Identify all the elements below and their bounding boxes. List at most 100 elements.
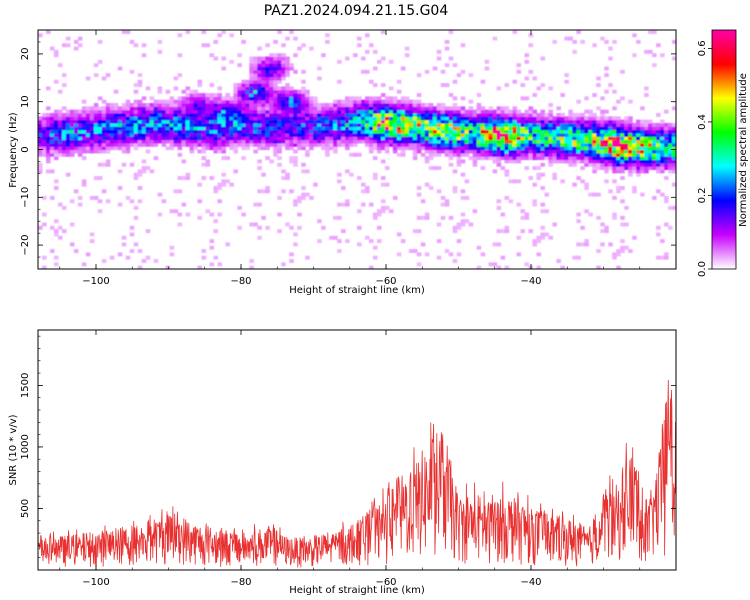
heatmap-cell bbox=[452, 126, 458, 131]
heatmap-cell bbox=[496, 242, 502, 247]
heatmap-cell bbox=[293, 53, 298, 58]
heatmap-cell bbox=[121, 122, 127, 127]
heatmap-cell bbox=[592, 112, 597, 117]
heatmap-cell bbox=[644, 149, 649, 154]
heatmap-cell bbox=[560, 179, 565, 184]
heatmap-cell bbox=[285, 86, 290, 91]
heatmap-cell bbox=[468, 109, 474, 114]
heatmap-cell bbox=[372, 129, 378, 134]
heatmap-cell bbox=[49, 126, 55, 131]
heatmap-cell bbox=[588, 162, 593, 167]
heatmap-cell bbox=[333, 146, 338, 151]
heatmap-cell bbox=[137, 83, 143, 88]
heatmap-cell bbox=[353, 116, 358, 121]
heatmap-cell bbox=[460, 139, 466, 144]
heatmap-cell bbox=[49, 169, 55, 174]
heatmap-cell bbox=[245, 116, 250, 121]
heatmap-cell bbox=[616, 249, 621, 254]
heatmap-cell bbox=[165, 99, 171, 104]
heatmap-cell bbox=[640, 129, 645, 134]
heatmap-cell bbox=[69, 136, 75, 141]
heatmap-cell bbox=[660, 129, 665, 134]
heatmap-cell bbox=[93, 106, 99, 111]
heatmap-cell bbox=[660, 255, 665, 260]
heatmap-cell bbox=[125, 106, 131, 111]
heatmap-cell bbox=[101, 76, 107, 81]
heatmap-cell bbox=[265, 56, 270, 61]
heatmap-cell bbox=[384, 146, 390, 151]
heatmap-cell bbox=[285, 66, 290, 71]
heatmap-cell bbox=[357, 126, 362, 131]
heatmap-cell bbox=[125, 129, 131, 134]
heatmap-cell bbox=[368, 116, 374, 121]
heatmap-cell bbox=[269, 59, 274, 64]
heatmap-cell bbox=[277, 142, 282, 147]
heatmap-cell bbox=[592, 159, 597, 164]
heatmap-cell bbox=[436, 103, 442, 107]
heatmap-cell bbox=[321, 109, 326, 114]
heatmap-cell bbox=[604, 119, 609, 124]
heatmap-cell bbox=[600, 36, 605, 41]
heatmap-cell bbox=[664, 159, 669, 164]
heatmap-cell bbox=[357, 209, 362, 214]
heatmap-cell bbox=[448, 142, 454, 147]
heatmap-cell bbox=[548, 129, 553, 134]
heatmap-cell bbox=[129, 106, 135, 111]
heatmap-cell bbox=[97, 39, 103, 44]
heatmap-cell bbox=[341, 112, 346, 117]
heatmap-cell bbox=[548, 136, 553, 141]
heatmap-cell bbox=[297, 195, 302, 200]
heatmap-cell bbox=[241, 99, 246, 104]
heatmap-cell bbox=[524, 122, 530, 127]
heatmap-cell bbox=[137, 136, 143, 141]
heatmap-cell bbox=[169, 122, 175, 127]
heatmap-cell bbox=[548, 119, 553, 124]
heatmap-cell bbox=[608, 119, 613, 124]
heatmap-cell bbox=[185, 142, 191, 147]
heatmap-cell bbox=[492, 159, 498, 164]
heatmap-cell bbox=[516, 126, 522, 131]
heatmap-cell bbox=[89, 106, 95, 111]
heatmap-cell bbox=[229, 116, 234, 121]
heatmap-cell bbox=[652, 53, 657, 58]
heatmap-cell bbox=[364, 69, 370, 74]
heatmap-cell bbox=[201, 146, 207, 151]
heatmap-cell bbox=[552, 126, 557, 131]
heatmap-cell bbox=[129, 109, 135, 114]
heatmap-cell bbox=[61, 149, 67, 154]
heatmap-cell bbox=[380, 112, 386, 117]
heatmap-cell bbox=[201, 96, 207, 101]
heatmap-cell bbox=[608, 189, 613, 194]
heatmap-cell bbox=[261, 63, 266, 68]
heatmap-cell bbox=[145, 132, 151, 137]
heatmap-cell bbox=[496, 122, 502, 127]
heatmap-cell bbox=[432, 129, 438, 134]
heatmap-cell bbox=[337, 99, 342, 104]
heatmap-cell bbox=[428, 166, 434, 171]
heatmap-cell bbox=[636, 139, 641, 144]
heatmap-cell bbox=[73, 126, 79, 131]
heatmap-cell bbox=[233, 129, 238, 134]
heatmap-cell bbox=[245, 106, 250, 111]
heatmap-cell bbox=[261, 56, 266, 61]
heatmap-cell bbox=[656, 232, 661, 237]
heatmap-cell bbox=[548, 132, 553, 137]
heatmap-cell bbox=[217, 129, 223, 134]
heatmap-cell bbox=[253, 76, 258, 81]
heatmap-cell bbox=[576, 242, 581, 247]
heatmap-cell bbox=[249, 122, 254, 127]
heatmap-cell bbox=[396, 112, 402, 117]
heatmap-cell bbox=[305, 96, 310, 101]
heatmap-cell bbox=[372, 103, 378, 107]
heatmap-cell bbox=[452, 139, 458, 144]
heatmap-cell bbox=[249, 66, 254, 71]
heatmap-cell bbox=[233, 83, 238, 88]
heatmap-cell bbox=[301, 116, 306, 121]
heatmap-cell bbox=[380, 205, 386, 210]
heatmap-cell bbox=[620, 169, 625, 174]
heatmap-cell bbox=[69, 122, 75, 127]
heatmap-cell bbox=[444, 132, 450, 137]
heatmap-cell bbox=[285, 99, 290, 104]
heatmap-cell bbox=[201, 156, 207, 161]
heatmap-cell bbox=[273, 152, 278, 157]
